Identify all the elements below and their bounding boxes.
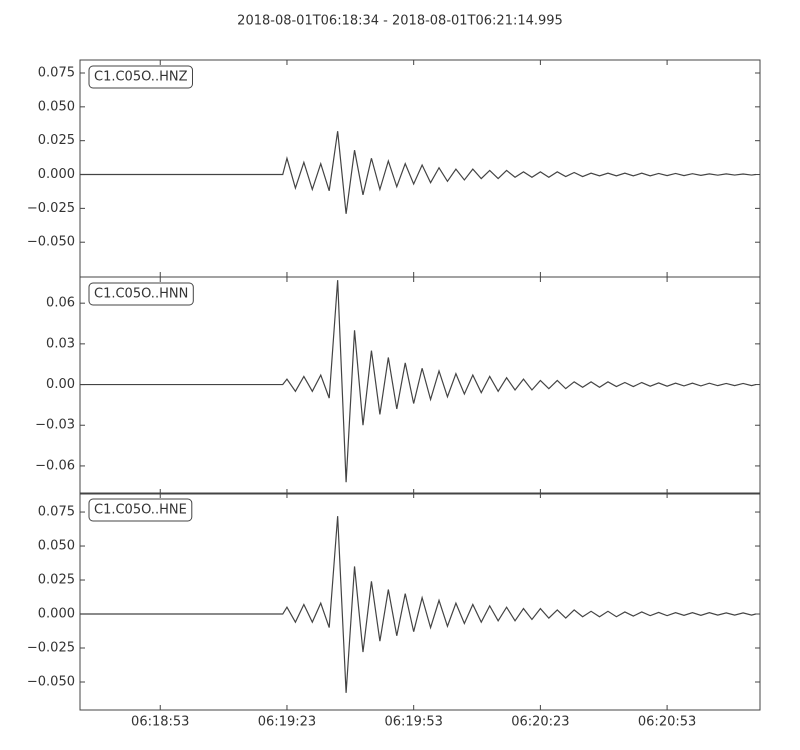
y-tick-label: 0.000: [38, 607, 75, 622]
y-tick-label: 0.06: [46, 296, 75, 311]
chart-title: 2018-08-01T06:18:34 - 2018-08-01T06:21:1…: [237, 14, 563, 29]
y-tick-label: −0.050: [27, 674, 75, 689]
trace-label-box: [88, 498, 193, 522]
y-tick-label: −0.06: [35, 458, 75, 473]
x-tick-label: 06:20:53: [638, 715, 696, 730]
y-tick-label: 0.025: [38, 573, 75, 588]
y-tick-label: −0.025: [27, 641, 75, 656]
y-tick-label: 0.025: [38, 133, 75, 148]
x-tick-label: 06:18:53: [131, 715, 189, 730]
y-tick-label: 0.075: [38, 505, 75, 520]
trace-label-box: [88, 65, 193, 89]
y-tick-label: 0.050: [38, 539, 75, 554]
y-tick-label: 0.075: [38, 65, 75, 80]
y-tick-label: −0.03: [35, 418, 75, 433]
trace-label: C1.C05O..HNE: [94, 503, 187, 518]
y-tick-label: 0.050: [38, 99, 75, 114]
x-tick-label: 06:19:23: [258, 715, 316, 730]
trace-label: C1.C05O..HNZ: [94, 70, 188, 85]
y-tick-label: 0.03: [46, 336, 75, 351]
waveform: [80, 280, 756, 483]
waveform: [80, 131, 756, 214]
y-tick-label: 0.00: [46, 377, 75, 392]
y-tick-label: 0.000: [38, 167, 75, 182]
x-tick-label: 06:20:23: [511, 715, 569, 730]
trace-label: C1.C05O..HNN: [94, 287, 188, 302]
trace-label-box: [88, 282, 194, 306]
y-tick-label: −0.050: [27, 235, 75, 250]
panel-frame: [79, 276, 761, 495]
waveform: [80, 516, 756, 693]
x-tick-label: 06:19:53: [384, 715, 442, 730]
y-tick-label: −0.025: [27, 201, 75, 216]
panel-frame: [79, 492, 761, 711]
